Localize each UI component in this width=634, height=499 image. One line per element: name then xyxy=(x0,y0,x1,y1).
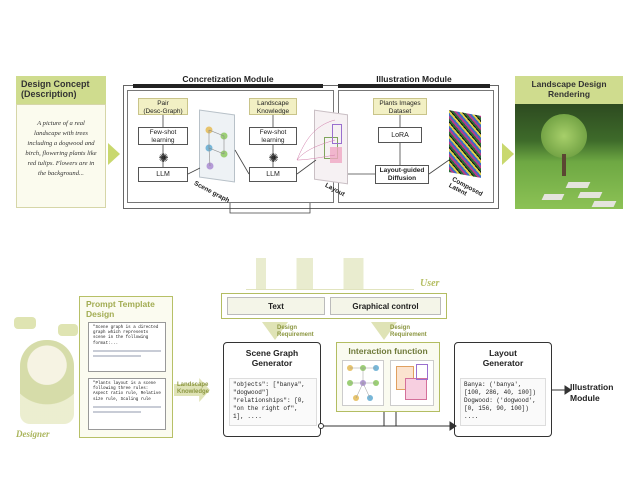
layout-rect-purple xyxy=(416,364,428,380)
openai-icon: ✺ xyxy=(268,151,279,165)
landscape-rendering-image xyxy=(515,104,623,209)
concretization-bar xyxy=(133,84,323,88)
illustration-module-label: Illustration Module xyxy=(570,382,614,403)
code-line: "on the right of", xyxy=(233,405,298,412)
layout-generator-title: Layout Generator xyxy=(482,348,524,368)
design-concept-title: Design Concept xyxy=(21,79,90,89)
prompt-card-1: "Scene graph is a directed graph which r… xyxy=(88,322,166,372)
fewshot-box-1: Few-shot learning xyxy=(138,127,188,145)
code-line: [0, 156, 90, 100]) xyxy=(464,405,529,412)
interaction-function-title: Interaction function xyxy=(348,346,428,356)
fewshot-box-2: Few-shot learning xyxy=(249,127,297,145)
diffusion-box: Layout-guided Diffusion xyxy=(375,165,429,184)
prompt-text-1: "Scene graph is a directed graph which r… xyxy=(93,326,159,346)
lora-box: LoRA xyxy=(378,127,422,143)
code-line: 1], .... xyxy=(233,413,262,420)
code-line: Dogwood: ('dogwood', xyxy=(464,397,537,404)
pair-sub: (Desc-Graph) xyxy=(143,107,183,115)
code-line: .... xyxy=(464,413,479,420)
design-requirement-label-2: Design Requirement xyxy=(390,325,427,338)
pair-box: Pair (Desc-Graph) xyxy=(138,98,188,115)
design-concept-subtitle: (Description) xyxy=(21,89,77,99)
scene-graph-generator-title: Scene Graph Generator xyxy=(245,348,299,368)
tree-canopy xyxy=(541,114,587,158)
text-control[interactable]: Text xyxy=(227,297,325,315)
illustration-label: Illustration Module xyxy=(376,74,452,84)
scene-graph-code: "objects": ["banya", "dogwood"] "relatio… xyxy=(229,378,317,426)
down-arrow-icon xyxy=(262,322,288,340)
tree-trunk xyxy=(562,154,566,176)
code-line: "objects": ["banya", xyxy=(233,381,306,388)
attention-lines xyxy=(296,119,336,161)
concretization-label: Concretization Module xyxy=(182,74,274,84)
rendering-header: Landscape Design Rendering xyxy=(515,76,623,104)
layout-box-purple xyxy=(332,124,342,144)
pair-label: Pair xyxy=(157,100,169,107)
placeholder-line xyxy=(93,349,161,352)
code-line: "relationships": [0, xyxy=(233,397,306,404)
designer-label: Designer xyxy=(16,429,50,439)
design-concept-text: A picture of a real landscape with trees… xyxy=(25,120,97,177)
layout-box-pink xyxy=(330,147,342,163)
graphical-control[interactable]: Graphical control xyxy=(330,297,441,315)
placeholder-line xyxy=(93,354,141,357)
prompt-card-2: "Plants layout is a scene following thre… xyxy=(88,378,166,430)
prompt-template-title: Prompt Template Design xyxy=(86,299,155,319)
prompt-text-2: "Plants layout is a scene following thre… xyxy=(93,382,161,402)
interaction-graph-nodes xyxy=(347,365,379,401)
openai-icon: ✺ xyxy=(158,151,169,165)
placeholder-line xyxy=(93,410,141,413)
arrow-right-icon xyxy=(108,143,120,165)
design-concept-header: Design Concept (Description) xyxy=(16,76,106,104)
landscape-knowledge-box: Landscape Knowledge xyxy=(249,98,297,115)
scene-graph-nodes xyxy=(205,126,228,170)
designer-illustration xyxy=(20,340,74,424)
design-concept-panel: A picture of a real landscape with trees… xyxy=(16,104,106,208)
llm-box-2: LLM xyxy=(249,167,297,182)
plants-dataset-box: Plants Images Dataset xyxy=(373,98,427,115)
user-illustration xyxy=(246,258,414,290)
arrow-right-icon xyxy=(502,143,514,165)
code-line: Banya: ('banya', xyxy=(464,381,522,388)
speech-bubble-icon xyxy=(58,324,78,336)
code-line: "dogwood"] xyxy=(233,389,270,396)
speech-bubble-icon xyxy=(14,317,36,329)
layout-code: Banya: ('banya', [100, 286, 40, 100]) Do… xyxy=(460,378,546,426)
design-requirement-label-1: Design Requirement xyxy=(277,325,314,338)
llm-box-1: LLM xyxy=(138,167,188,182)
user-label: User xyxy=(420,278,440,289)
placeholder-line xyxy=(93,405,161,408)
landscape-knowledge-label: Landscape Knowledge xyxy=(177,382,210,395)
code-line: [100, 286, 40, 100]) xyxy=(464,389,537,396)
down-arrow-icon xyxy=(371,322,397,340)
illustration-bar xyxy=(338,84,490,88)
